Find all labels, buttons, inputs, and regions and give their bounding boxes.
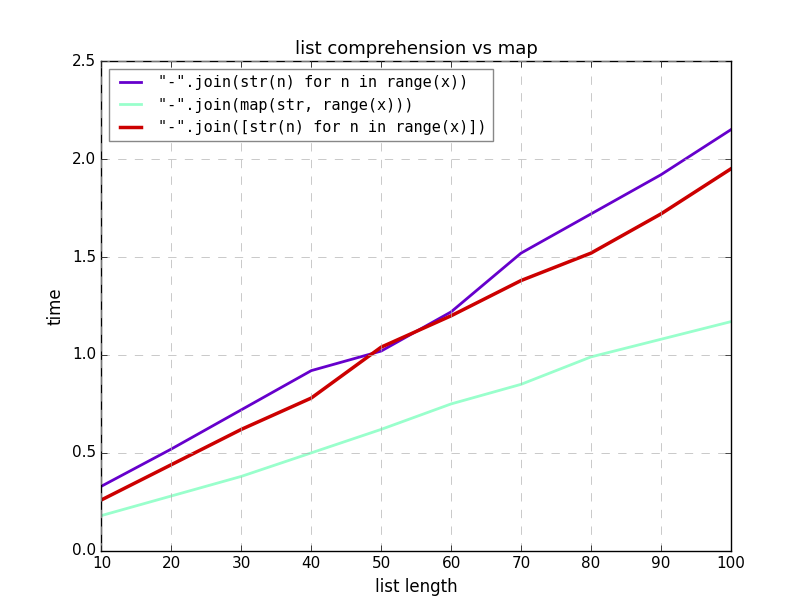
"-".join(map(str, range(x))) — [446, 400, 456, 408]
Line: "-".join(str(n) for n in range(x)): "-".join(str(n) for n in range(x)) — [101, 130, 730, 486]
"-".join([str(n) for n in range(x)]) — [586, 250, 595, 257]
Line: "-".join(map(str, range(x))): "-".join(map(str, range(x))) — [101, 322, 730, 515]
"-".join(str(n) for n in range(x)) — [97, 482, 106, 490]
"-".join(map(str, range(x))) — [97, 512, 106, 519]
"-".join([str(n) for n in range(x)]) — [375, 343, 385, 351]
"-".join(str(n) for n in range(x)) — [516, 250, 526, 257]
"-".join([str(n) for n in range(x)]) — [446, 312, 456, 319]
"-".join([str(n) for n in range(x)]) — [166, 461, 176, 468]
"-".join(map(str, range(x))) — [166, 492, 176, 499]
"-".join(map(str, range(x))) — [306, 449, 315, 457]
"-".join(map(str, range(x))) — [725, 318, 735, 326]
"-".join(str(n) for n in range(x)) — [375, 348, 385, 355]
"-".join(str(n) for n in range(x)) — [655, 171, 665, 179]
"-".join([str(n) for n in range(x)]) — [306, 394, 315, 401]
"-".join(str(n) for n in range(x)) — [586, 211, 595, 218]
"-".join(map(str, range(x))) — [586, 353, 595, 360]
"-".join(map(str, range(x))) — [375, 426, 385, 433]
Y-axis label: time: time — [47, 287, 65, 325]
"-".join([str(n) for n in range(x)]) — [516, 277, 526, 284]
X-axis label: list length: list length — [375, 578, 457, 596]
"-".join(str(n) for n in range(x)) — [236, 406, 246, 414]
"-".join([str(n) for n in range(x)]) — [236, 426, 246, 433]
"-".join(str(n) for n in range(x)) — [306, 367, 315, 375]
Line: "-".join([str(n) for n in range(x)]): "-".join([str(n) for n in range(x)]) — [101, 169, 730, 500]
"-".join(str(n) for n in range(x)) — [446, 308, 456, 316]
"-".join([str(n) for n in range(x)]) — [725, 165, 735, 173]
"-".join(str(n) for n in range(x)) — [166, 446, 176, 453]
"-".join(map(str, range(x))) — [236, 472, 246, 480]
"-".join(map(str, range(x))) — [516, 381, 526, 388]
"-".join([str(n) for n in range(x)]) — [97, 496, 106, 504]
"-".join(str(n) for n in range(x)) — [725, 126, 735, 133]
"-".join(map(str, range(x))) — [655, 335, 665, 343]
"-".join([str(n) for n in range(x)]) — [655, 211, 665, 218]
Legend: "-".join(str(n) for n in range(x)), "-".join(map(str, range(x))), "-".join([str(: "-".join(str(n) for n in range(x)), "-".… — [109, 69, 492, 141]
Title: list comprehension vs map: list comprehension vs map — [294, 40, 537, 58]
